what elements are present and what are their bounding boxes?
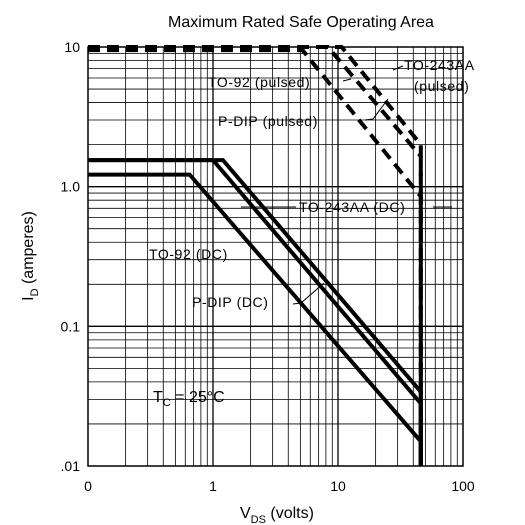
y-tick-label: .01	[61, 458, 81, 474]
x-tick-label: 1	[209, 478, 217, 494]
label-to243aa-dc: TO-243AA (DC)	[299, 199, 405, 215]
series-p-dip-pulsed	[88, 48, 423, 466]
y-tick-label: 1.0	[61, 179, 81, 195]
label-to243aa-pulsed-line1: TO-243AA	[404, 57, 475, 73]
x-tick-label: 0	[84, 478, 92, 494]
series-layer	[88, 45, 423, 466]
series-to-243aa-pulsed	[88, 45, 423, 466]
y-tick-label: 0.1	[61, 318, 81, 334]
label-pdip-pulsed: P-DIP (pulsed)	[218, 113, 318, 129]
tick-labels: 0 1 10 100 10 1.0 0.1 .01	[61, 39, 475, 494]
chart-title: Maximum Rated Safe Operating Area	[168, 14, 434, 31]
label-to92-pulsed: TO-92 (pulsed)	[208, 74, 310, 90]
plot-frame	[87, 46, 464, 467]
y-tick-label: 10	[64, 39, 80, 55]
label-pdip-dc: P-DIP (DC)	[192, 294, 269, 310]
leader-pdip-pulsed	[364, 98, 389, 121]
chart-grid	[88, 47, 463, 466]
series-p-dip-dc	[88, 158, 423, 466]
label-case-temperature: TC = 25°C	[153, 389, 225, 409]
leader-to92-pulsed	[342, 78, 352, 82]
series-to-92-pulsed	[88, 45, 423, 466]
annotation-leaders	[241, 65, 452, 305]
leader-pdip-dc	[292, 282, 325, 305]
x-tick-label: 100	[451, 478, 475, 494]
series-to-92-dc	[88, 172, 423, 466]
x-tick-label: 10	[330, 478, 346, 494]
y-axis-title: ID (amperes)	[20, 211, 41, 301]
label-to92-dc: TO-92 (DC)	[149, 246, 228, 262]
leader-to243-pulsed	[392, 65, 404, 71]
label-to243aa-pulsed-line2: (pulsed)	[414, 78, 469, 94]
x-axis-title: VDS (volts)	[240, 505, 314, 525]
